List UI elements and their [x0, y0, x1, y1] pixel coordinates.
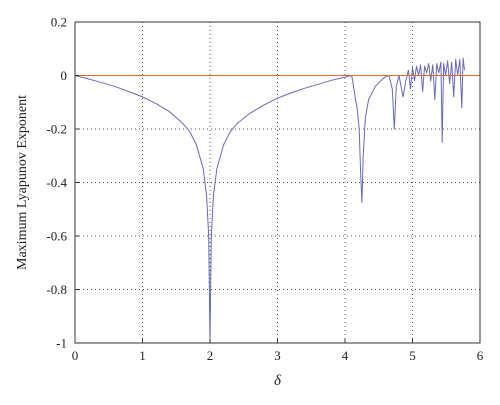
grid-lines: [75, 22, 480, 343]
y-tick-label: -0.6: [46, 229, 67, 244]
x-tick-label: 1: [139, 348, 146, 363]
y-axis-label: Maximum Lyapunov Exponent: [15, 95, 30, 270]
x-tick-label: 0: [72, 348, 79, 363]
series-layer: [74, 57, 480, 344]
x-axis-label: δ: [274, 373, 282, 389]
lyapunov-series-line: [74, 57, 465, 344]
y-tick-label: 0: [61, 68, 68, 83]
x-tick-label: 6: [477, 348, 484, 363]
x-tick-label: 3: [274, 348, 281, 363]
y-tick-label: -0.8: [46, 282, 67, 297]
x-tick-label: 5: [409, 348, 416, 363]
y-ticks: 0.2 0 -0.2 -0.4 -0.6 -0.8 -1: [46, 15, 79, 351]
y-tick-label: -0.4: [46, 175, 67, 190]
x-tick-label: 4: [342, 348, 349, 363]
y-tick-label: 0.2: [51, 15, 67, 30]
x-ticks: 0 1 2 3 4 5 6: [72, 339, 484, 363]
y-tick-label: -1: [56, 336, 67, 351]
y-tick-label: -0.2: [46, 122, 67, 137]
x-tick-label: 2: [207, 348, 214, 363]
